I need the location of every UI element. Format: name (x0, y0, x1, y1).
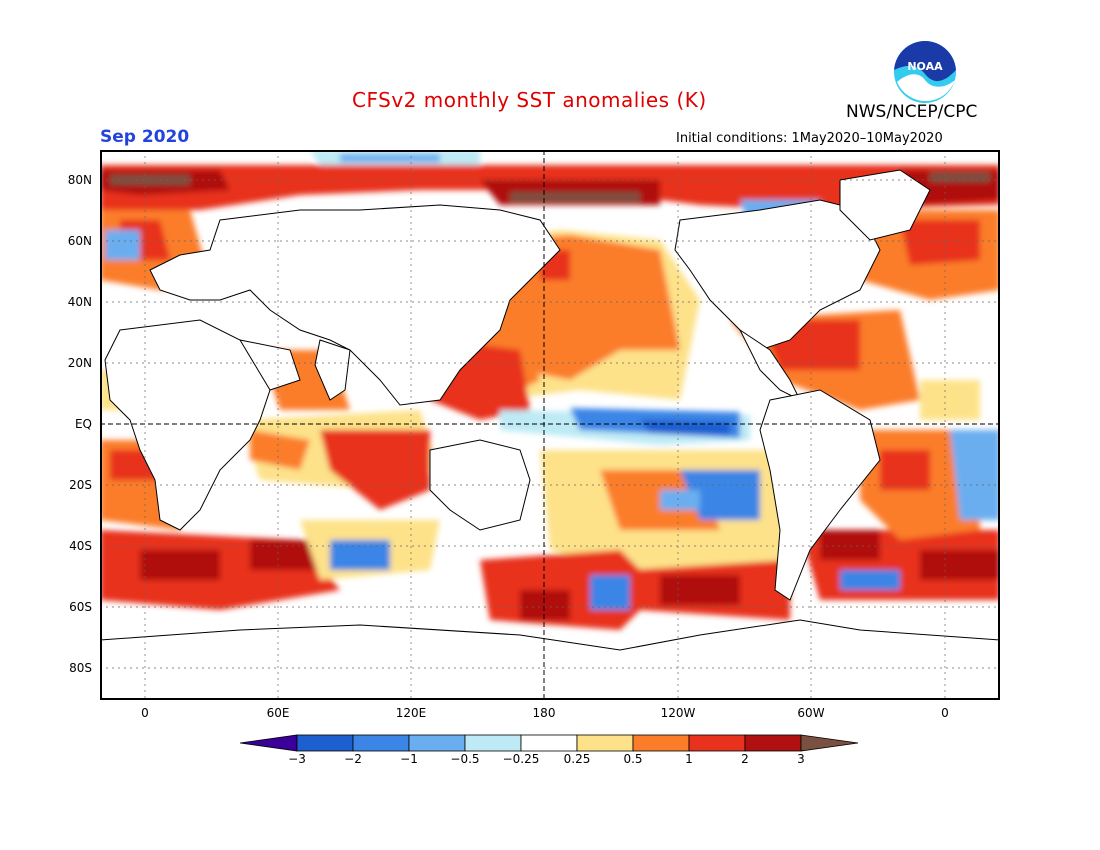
logo-text: NOAA (907, 60, 943, 73)
colorbar-cell (744, 734, 802, 752)
colorbar-label: 3 (797, 752, 805, 766)
sst-anomaly-map (100, 150, 1000, 700)
colorbar-cell (632, 734, 690, 752)
colorbar (240, 734, 859, 752)
colorbar-cell (464, 734, 522, 752)
colorbar-cell (408, 734, 466, 752)
colorbar-cell (520, 734, 578, 752)
map-title: CFSv2 monthly SST anomalies (K) (352, 88, 707, 112)
colorbar-label: −0.25 (502, 752, 540, 766)
colorbar-arrow-high (800, 734, 859, 752)
lon-label-0: 0 (141, 706, 149, 720)
colorbar-label: −2 (344, 752, 362, 766)
lat-label-80s: 80S (69, 661, 92, 675)
colorbar-label: 0.5 (623, 752, 643, 766)
lon-label-120e: 120E (395, 706, 427, 720)
lon-label-60w: 60W (797, 706, 825, 720)
lat-label-40n: 40N (67, 295, 92, 309)
colorbar-cell (296, 734, 354, 752)
colorbar-cell (576, 734, 634, 752)
lat-lon-grid (100, 150, 1000, 700)
anomaly-field (100, 150, 1000, 630)
initial-conditions: Initial conditions: 1May2020–10May2020 (676, 131, 943, 146)
equator-dateline (100, 150, 1000, 700)
colorbar-label: 1 (685, 752, 693, 766)
continent-outlines (100, 169, 1000, 700)
map-frame (100, 150, 1000, 700)
colorbar-label: −3 (288, 752, 306, 766)
lat-label-20n: 20N (67, 356, 92, 370)
lat-label-eq: EQ (74, 417, 92, 431)
noaa-logo-icon: NOAA (894, 41, 956, 103)
lon-label-60e: 60E (266, 706, 290, 720)
lon-label-120w: 120W (660, 706, 696, 720)
colorbar-label: −1 (400, 752, 418, 766)
lon-label-180: 180 (532, 706, 556, 720)
colorbar-label: 0.25 (563, 752, 591, 766)
lat-label-60n: 60N (67, 234, 92, 248)
lat-label-80n: 80N (67, 173, 92, 187)
lon-label-0-right: 0 (941, 706, 949, 720)
lat-label-40s: 40S (69, 539, 92, 553)
colorbar-cell (688, 734, 746, 752)
colorbar-label: −0.5 (450, 752, 480, 766)
agency-label: NWS/NCEP/CPC (846, 102, 978, 122)
colorbar-label: 2 (741, 752, 749, 766)
lat-label-20s: 20S (69, 478, 92, 492)
lat-label-60s: 60S (69, 600, 92, 614)
colorbar-cell (352, 734, 410, 752)
forecast-month: Sep 2020 (100, 127, 190, 147)
colorbar-arrow-low (240, 734, 298, 752)
